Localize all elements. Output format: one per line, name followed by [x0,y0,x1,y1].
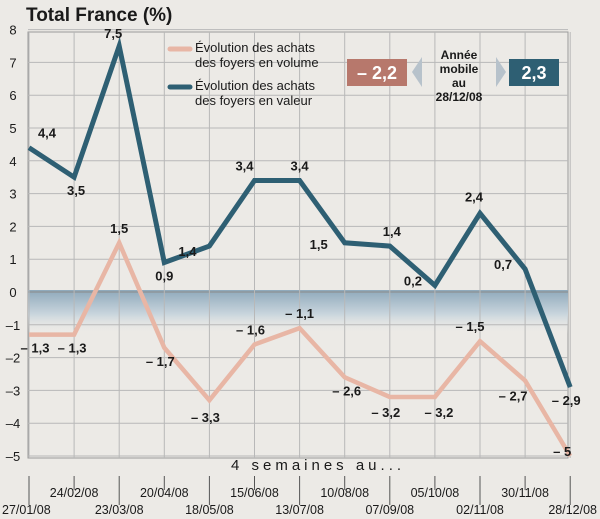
data-label-value: 1,5 [310,237,328,252]
rolling-year-line2: mobile [440,62,479,76]
x-tick-label: 30/11/08 [501,486,549,500]
x-tick-label: 07/09/08 [365,503,414,517]
y-tick-label: –1 [6,318,20,333]
legend-value-line1: Évolution des achats [195,78,315,93]
y-axis: 8 7 6 5 4 3 2 1 0 –1 –2 –3 –4 –5 [6,23,20,464]
data-label-volume: – 3,2 [371,405,400,420]
y-tick-label: 1 [9,252,16,267]
y-tick-label: 2 [9,219,16,234]
y-tick-label: –3 [6,383,20,398]
x-tick-label: 28/12/08 [548,503,597,517]
data-label-value: 2,4 [465,189,484,204]
data-label-value: 4,4 [38,126,57,141]
x-tick-label: 02/11/08 [456,503,504,517]
legend-volume-line1: Évolution des achats [195,40,315,55]
y-tick-label: 6 [9,88,16,103]
data-labels: – 1,3 – 1,3 1,5 – 1,7 – 3,3 – 1,6 – 1,1 – 2,6 – … [21,26,581,459]
right-arrow-icon [496,57,506,87]
x-tick-label: 05/10/08 [411,486,460,500]
data-label-volume: – 1,3 [21,341,50,356]
volume-summary-value: – 2,2 [357,63,397,83]
y-tick-label: 4 [9,154,16,169]
data-label-volume: – 1,3 [58,341,87,356]
y-tick-label: 3 [9,187,16,202]
x-tick-label: 13/07/08 [275,503,324,517]
y-tick-label: 8 [9,23,16,38]
data-label-value: 3,5 [67,183,85,198]
data-label-volume: – 2,7 [499,389,528,404]
series-line-value [27,36,573,389]
data-label-value: 0,2 [404,273,422,288]
data-label-value: – 2,9 [552,393,581,408]
chart-title: Total France (%) [26,5,172,26]
data-label-volume: 1,5 [110,221,128,236]
data-label-value: 3,4 [235,158,254,173]
x-tick-label: 24/02/08 [50,486,99,500]
left-arrow-icon [412,57,422,87]
rolling-year-panel: – 2,2 Année mobile au 28/12/08 2,3 [347,48,559,104]
x-tick-label: 27/01/08 [2,503,51,517]
y-tick-label: 7 [9,55,16,70]
value-summary-box [509,59,559,86]
data-label-value: 1,4 [178,244,197,259]
x-axis-caption: 4 semaines au... [231,457,405,474]
legend-value-line2: des foyers en valeur [195,93,313,108]
legend: Évolution des achats des foyers en volum… [167,40,319,108]
x-tick-label: 15/06/08 [230,486,279,500]
data-label-volume: – 1,5 [456,319,485,334]
data-label-volume: – 1,1 [285,306,314,321]
series-line-volume [29,237,573,458]
rolling-year-line1: Année [441,48,478,62]
legend-volume-line2: des foyers en volume [195,55,319,70]
x-tick-label: 10/08/08 [320,486,369,500]
x-axis: 27/01/08 24/02/08 23/03/08 20/04/08 18/05/08… [2,476,597,517]
data-label-value: 1,4 [383,224,402,239]
data-label-value: 3,4 [291,158,310,173]
x-tick-label: 23/03/08 [95,503,144,517]
data-label-value: 0,7 [494,257,512,272]
rolling-year-line3: au [452,76,466,90]
volume-summary-box [347,59,407,86]
x-tick-label: 20/04/08 [140,486,189,500]
data-label-volume: – 3,2 [424,405,453,420]
data-label-value: 0,9 [155,268,173,283]
rolling-year-line4: 28/12/08 [436,90,483,104]
data-label-value: 7,5 [104,26,122,41]
data-label-volume: – 1,7 [146,354,175,369]
y-tick-label: 0 [9,285,16,300]
y-tick-label: –2 [6,351,20,366]
data-label-volume: – 5 [553,444,571,459]
x-tick-label: 18/05/08 [185,503,234,517]
y-tick-label: –5 [6,449,20,464]
y-tick-label: 5 [9,121,16,136]
series-lines [27,36,573,458]
value-summary-value: 2,3 [521,63,546,83]
y-tick-label: –4 [6,416,20,431]
data-label-volume: – 2,6 [332,383,361,398]
data-label-volume: – 3,3 [191,410,220,425]
data-label-volume: – 1,6 [236,322,265,337]
